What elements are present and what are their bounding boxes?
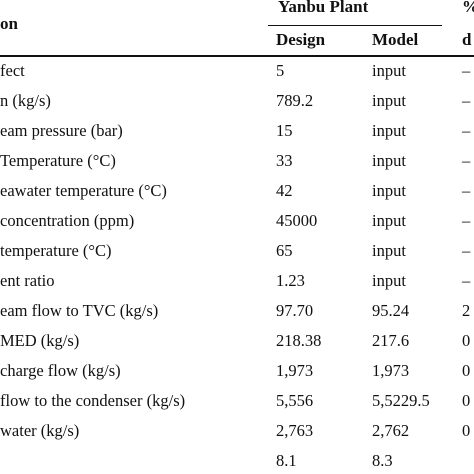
row-2-parameter: eam pressure (bar) xyxy=(0,121,123,140)
row-4-last: – xyxy=(462,181,471,200)
row-7-design: 1.23 xyxy=(276,271,305,290)
row-3-parameter: Temperature (°C) xyxy=(0,151,116,170)
row-10-parameter: charge flow (kg/s) xyxy=(0,361,121,380)
row-11-model: 5,5229.5 xyxy=(372,391,430,410)
row-12-last: 0 xyxy=(462,421,471,440)
header-bottom-rule xyxy=(0,55,474,57)
row-7-last: – xyxy=(462,271,471,290)
row-2-design: 15 xyxy=(276,121,293,140)
row-0-parameter: fect xyxy=(0,61,25,80)
column-header-model: Model xyxy=(372,30,419,49)
row-4-parameter: eawater temperature (°C) xyxy=(0,181,167,200)
row-0-design: 5 xyxy=(276,61,285,80)
column-group-header: Yanbu Plant xyxy=(278,0,369,16)
row-12-parameter: water (kg/s) xyxy=(0,421,80,440)
row-11-parameter: flow to the condenser (kg/s) xyxy=(0,391,186,410)
row-6-model: input xyxy=(372,241,406,260)
row-9-parameter: MED (kg/s) xyxy=(0,331,80,350)
row-3-model: input xyxy=(372,151,406,170)
column-header-parameter: on xyxy=(0,14,18,33)
row-5-last: – xyxy=(462,211,471,230)
row-0-last: – xyxy=(462,61,471,80)
row-8-last: 2 xyxy=(462,301,471,320)
row-2-last: – xyxy=(462,121,471,140)
row-4-model: input xyxy=(372,181,406,200)
row-3-last: – xyxy=(462,151,471,170)
column-header-last-top: % xyxy=(462,0,474,17)
column-header-design: Design xyxy=(276,30,326,49)
row-10-last: 0 xyxy=(462,361,471,380)
row-2-model: input xyxy=(372,121,406,140)
row-13-model: 8.3 xyxy=(372,451,393,470)
row-7-model: input xyxy=(372,271,406,290)
row-1-last: – xyxy=(462,91,471,110)
row-0-model: input xyxy=(372,61,406,80)
row-6-design: 65 xyxy=(276,241,293,260)
row-8-design: 97.70 xyxy=(276,301,314,320)
row-11-last: 0 xyxy=(462,391,471,410)
row-10-design: 1,973 xyxy=(276,361,314,380)
row-11-design: 5,556 xyxy=(276,391,314,410)
row-6-parameter: temperature (°C) xyxy=(0,241,112,260)
row-6-last: – xyxy=(462,241,471,260)
row-5-model: input xyxy=(372,211,406,230)
row-1-design: 789.2 xyxy=(276,91,314,110)
column-header-last-bottom: d xyxy=(462,30,472,49)
row-4-design: 42 xyxy=(276,181,293,200)
row-8-parameter: eam flow to TVC (kg/s) xyxy=(0,301,159,320)
row-1-model: input xyxy=(372,91,406,110)
row-8-model: 95.24 xyxy=(372,301,410,320)
row-9-model: 217.6 xyxy=(372,331,410,350)
row-9-last: 0 xyxy=(462,331,471,350)
group-underline xyxy=(268,25,442,26)
row-12-design: 2,763 xyxy=(276,421,314,440)
row-5-parameter: concentration (ppm) xyxy=(0,211,135,230)
row-13-design: 8.1 xyxy=(276,451,297,470)
row-10-model: 1,973 xyxy=(372,361,410,380)
row-1-parameter: n (kg/s) xyxy=(0,91,51,110)
row-9-design: 218.38 xyxy=(276,331,322,350)
row-3-design: 33 xyxy=(276,151,293,170)
row-7-parameter: ent ratio xyxy=(0,271,55,290)
row-5-design: 45000 xyxy=(276,211,318,230)
row-12-model: 2,762 xyxy=(372,421,410,440)
